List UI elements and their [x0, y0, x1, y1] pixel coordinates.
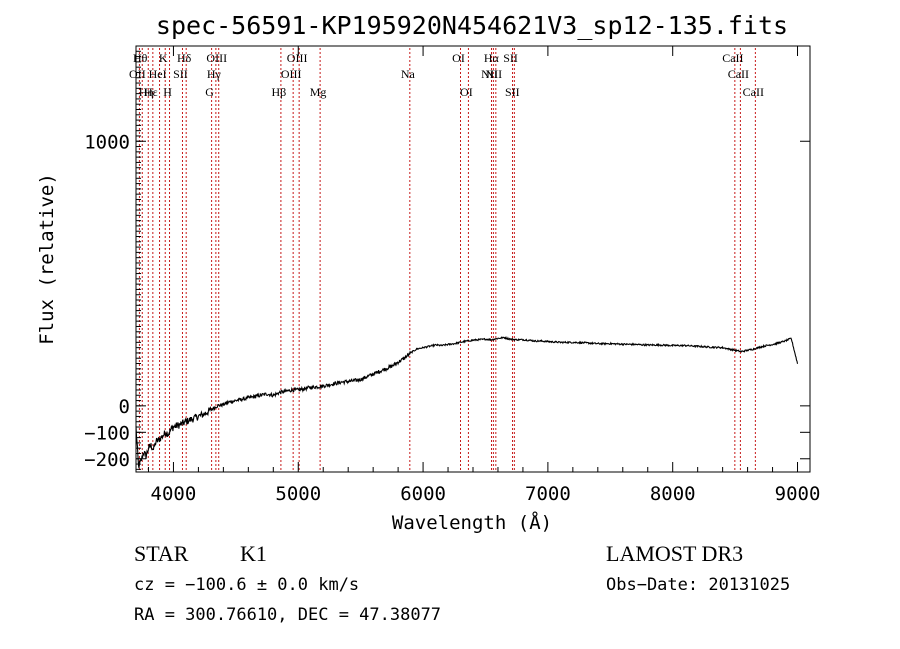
line-label-hγ: Hγ	[207, 67, 222, 81]
x-tick-label: 6000	[400, 483, 446, 505]
x-tick-label: 8000	[650, 483, 696, 505]
x-axis-label: Wavelength (Å)	[392, 511, 552, 534]
chart-title: spec-56591-KP195920N454621V3_sp12-135.fi…	[156, 11, 788, 40]
line-label-oi: OI	[452, 51, 465, 65]
line-label-caii: CaII	[728, 67, 749, 81]
line-label-hθ: Hθ	[133, 51, 148, 65]
x-axis-ticks: 4000 5000 6000 7000 8000 9000	[147, 46, 821, 505]
line-label-oiii: OIII	[287, 51, 308, 65]
spectral-line-markers	[138, 48, 756, 472]
line-label-hβ: Hβ	[272, 85, 287, 99]
line-label-oi: OI	[460, 85, 473, 99]
line-label-sii: SII	[503, 51, 518, 65]
line-label-caii: CaII	[743, 85, 764, 99]
spectrum-line	[135, 335, 799, 469]
line-label-hα: Hα	[484, 51, 500, 65]
plot-frame	[135, 45, 811, 473]
obs-date-text: Obs−Date: 20131025	[606, 575, 790, 595]
line-label-caii: CaII	[722, 51, 743, 65]
line-label-h: H	[163, 85, 172, 99]
line-label-oiii: OIII	[281, 67, 302, 81]
y-axis-label: Flux (relative)	[36, 173, 58, 345]
x-tick-label: 4000	[151, 483, 197, 505]
line-label-hei: HeI	[149, 67, 167, 81]
line-label-oii: OII	[129, 67, 146, 81]
y-tick-label: −100	[84, 422, 130, 444]
y-tick-label: 0	[119, 396, 130, 418]
redshift-text: cz = −100.6 ± 0.0 km/s	[134, 575, 359, 595]
line-label-hη: Hη	[139, 85, 154, 99]
line-label-sii: SII	[173, 67, 188, 81]
object-subclass: K1	[240, 541, 267, 566]
coordinates-text: RA = 300.76610, DEC = 47.38077	[134, 605, 441, 625]
y-tick-label: −200	[84, 449, 130, 471]
x-tick-label: 7000	[525, 483, 571, 505]
line-label-sii: SII	[505, 85, 520, 99]
line-label-mg: Mg	[310, 85, 327, 99]
line-label-hδ: Hδ	[177, 51, 192, 65]
line-label-k: K	[159, 51, 168, 65]
object-class: STAR	[134, 541, 189, 566]
survey-name: LAMOST DR3	[606, 541, 743, 566]
line-label-hε: Hε	[144, 85, 158, 99]
x-tick-label: 9000	[775, 483, 821, 505]
line-label-nii: NII	[481, 67, 498, 81]
spectral-line-labels: OIIHθHηHεHeIKHSIIHδGHγOIIIHβOIIIOIIIMgNa…	[129, 51, 764, 99]
y-axis-ticks: −200 −100 0 1000	[84, 50, 810, 471]
line-label-oiii: OIII	[206, 51, 227, 65]
line-label-g: G	[205, 85, 214, 99]
y-tick-label: 1000	[84, 131, 130, 153]
line-label-nii: NII	[486, 67, 503, 81]
x-tick-label: 5000	[275, 483, 321, 505]
line-label-na: Na	[401, 67, 416, 81]
